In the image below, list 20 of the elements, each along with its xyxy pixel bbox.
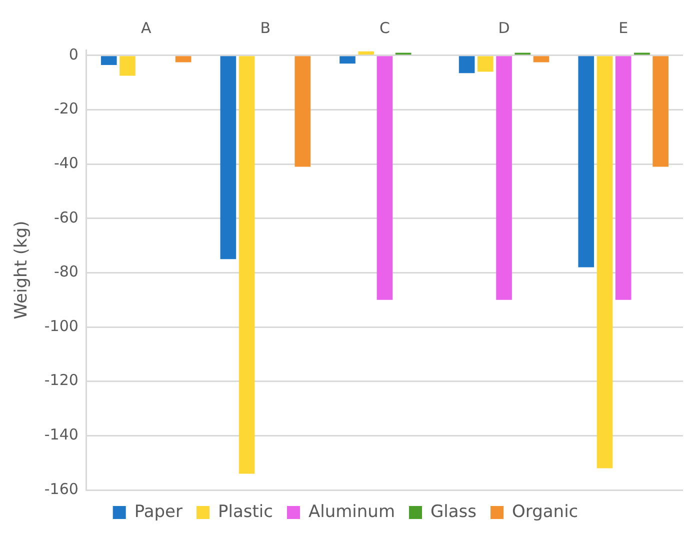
y-tick-label: -20	[54, 100, 78, 118]
y-tick-label: -120	[44, 371, 78, 390]
x-tick-label: D	[498, 18, 510, 37]
legend-label: Paper	[134, 502, 183, 522]
x-tick-label: E	[618, 18, 628, 37]
y-tick-label: -40	[54, 154, 78, 172]
x-tick-label: C	[379, 18, 390, 37]
legend-label: Glass	[430, 502, 477, 522]
legend-label: Plastic	[218, 502, 273, 522]
x-tick-label: B	[260, 18, 271, 37]
legend-label: Organic	[512, 502, 578, 522]
y-tick-label: -160	[44, 480, 78, 498]
y-tick-label: 0	[68, 45, 78, 64]
y-tick-label: -60	[54, 208, 78, 226]
y-tick-label: -140	[44, 426, 78, 444]
y-tick-label: -80	[54, 262, 78, 281]
y-axis-title: Weight (kg)	[12, 220, 32, 320]
x-tick-label: A	[140, 18, 152, 37]
y-tick-label: -100	[44, 316, 78, 335]
legend-label: Aluminum	[308, 502, 396, 522]
